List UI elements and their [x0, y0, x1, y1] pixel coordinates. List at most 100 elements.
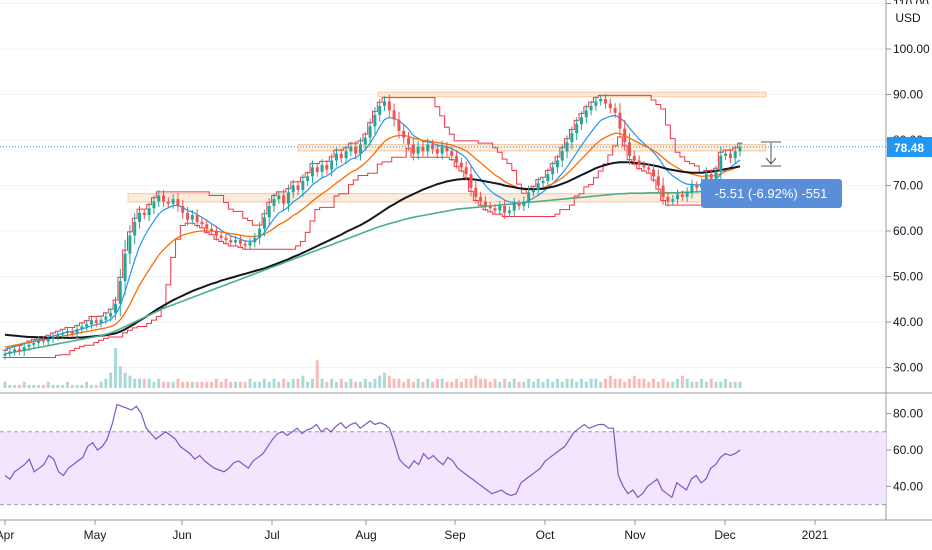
- volume-bar: [296, 378, 300, 388]
- candle-body: [104, 316, 108, 320]
- candle-body: [455, 155, 459, 163]
- volume-bar: [666, 381, 670, 388]
- candle-body: [719, 155, 723, 172]
- y-tick-label: 100.00: [893, 42, 930, 56]
- candle-body: [368, 126, 372, 138]
- volume-bar: [65, 381, 69, 388]
- arrow-down-icon: [765, 157, 777, 165]
- volume-bar: [80, 384, 84, 388]
- volume-bar: [330, 378, 334, 388]
- volume-bar: [435, 378, 439, 388]
- candlesticks: [3, 94, 742, 360]
- candle-body: [704, 174, 708, 184]
- volume-bar: [70, 384, 74, 388]
- candle-body: [392, 110, 396, 120]
- volume-bar: [512, 378, 516, 388]
- y-tick-label: 30.00: [893, 361, 923, 375]
- ma-line-sma_mid: [4, 161, 741, 339]
- volume-bar: [392, 378, 396, 388]
- measure-tool[interactable]: -5.51 (-6.92%) -551: [701, 141, 842, 208]
- candle-body: [459, 162, 463, 168]
- volume-bar: [387, 375, 391, 388]
- candle-body: [363, 137, 367, 145]
- candle-body: [469, 174, 473, 188]
- volume-bar: [680, 375, 684, 388]
- candle-body: [205, 224, 209, 229]
- candle-body: [200, 221, 204, 225]
- candle-body: [267, 205, 271, 218]
- volume-bar: [714, 381, 718, 388]
- volume-bar: [17, 384, 21, 388]
- candle-body: [733, 151, 737, 159]
- candle-body: [13, 349, 17, 352]
- candle-body: [339, 153, 343, 159]
- volume-bar: [498, 381, 502, 388]
- candle-body: [80, 326, 84, 330]
- candle-body: [637, 160, 641, 166]
- volume-bar: [190, 381, 194, 388]
- time-scale[interactable]: Apr May Jun Jul Aug Sep Oct Nov Dec 2021: [0, 520, 829, 542]
- candle-body: [277, 195, 281, 200]
- candle-body: [531, 190, 535, 193]
- volume-bar: [642, 378, 646, 388]
- candle-body: [142, 212, 146, 216]
- candle-body: [479, 196, 483, 202]
- candle-body: [147, 208, 151, 216]
- candle-body: [8, 351, 12, 354]
- candle-body: [138, 212, 141, 222]
- candle-body: [738, 146, 742, 152]
- volume-bar: [700, 378, 704, 388]
- volume-bar: [594, 378, 598, 388]
- volume-bar: [661, 378, 665, 388]
- candle-body: [450, 151, 454, 156]
- candle-body: [210, 228, 214, 231]
- candle-body: [354, 146, 358, 154]
- candle-body: [575, 124, 579, 134]
- ma-line-ema_fast: [4, 114, 741, 350]
- volume-bar: [99, 381, 103, 388]
- candle-body: [623, 128, 627, 143]
- volume-bar: [652, 378, 656, 388]
- volume-bar: [402, 381, 406, 388]
- candle-body: [114, 303, 117, 313]
- x-tick-label: Aug: [355, 528, 376, 542]
- candle-body: [541, 180, 545, 184]
- volume-bar: [464, 378, 468, 388]
- volume-bar: [166, 381, 170, 388]
- volume-bar: [157, 378, 161, 388]
- candle-body: [560, 151, 564, 161]
- volume-bar: [359, 381, 362, 388]
- oscillator-grid: [0, 431, 886, 506]
- measure-label-box: [701, 179, 842, 208]
- volume-bar: [229, 381, 233, 388]
- volume-bar: [647, 381, 651, 388]
- candle-body: [22, 347, 26, 352]
- candle-body: [272, 199, 276, 206]
- candle-body: [262, 217, 266, 229]
- volume-bar: [344, 381, 348, 388]
- candle-body: [17, 349, 21, 352]
- volume-bar: [474, 375, 478, 388]
- volume-bar: [604, 378, 607, 388]
- volume-bar: [738, 381, 742, 388]
- volume-bar: [628, 378, 631, 388]
- oscillator-line: [4, 403, 741, 499]
- volume-bar: [51, 384, 55, 388]
- y-tick-label: 40.00: [893, 315, 923, 329]
- candle-body: [61, 332, 65, 335]
- currency-label: USD: [895, 11, 921, 25]
- candle-body: [75, 329, 79, 334]
- candle-body: [3, 353, 7, 356]
- oscillator-scale[interactable]: 40.00 60.00 80.00: [886, 407, 923, 494]
- volume-bar: [488, 381, 492, 388]
- candle-body: [522, 201, 526, 206]
- volume-bar: [421, 381, 425, 388]
- volume-bar: [349, 378, 353, 388]
- volume-bar: [551, 381, 555, 388]
- volume-bar: [171, 381, 175, 388]
- volume-bar: [555, 378, 559, 388]
- candle-body: [89, 320, 93, 325]
- volume-bar: [536, 378, 540, 388]
- volume-bar: [411, 381, 415, 388]
- volume-bar: [575, 381, 579, 388]
